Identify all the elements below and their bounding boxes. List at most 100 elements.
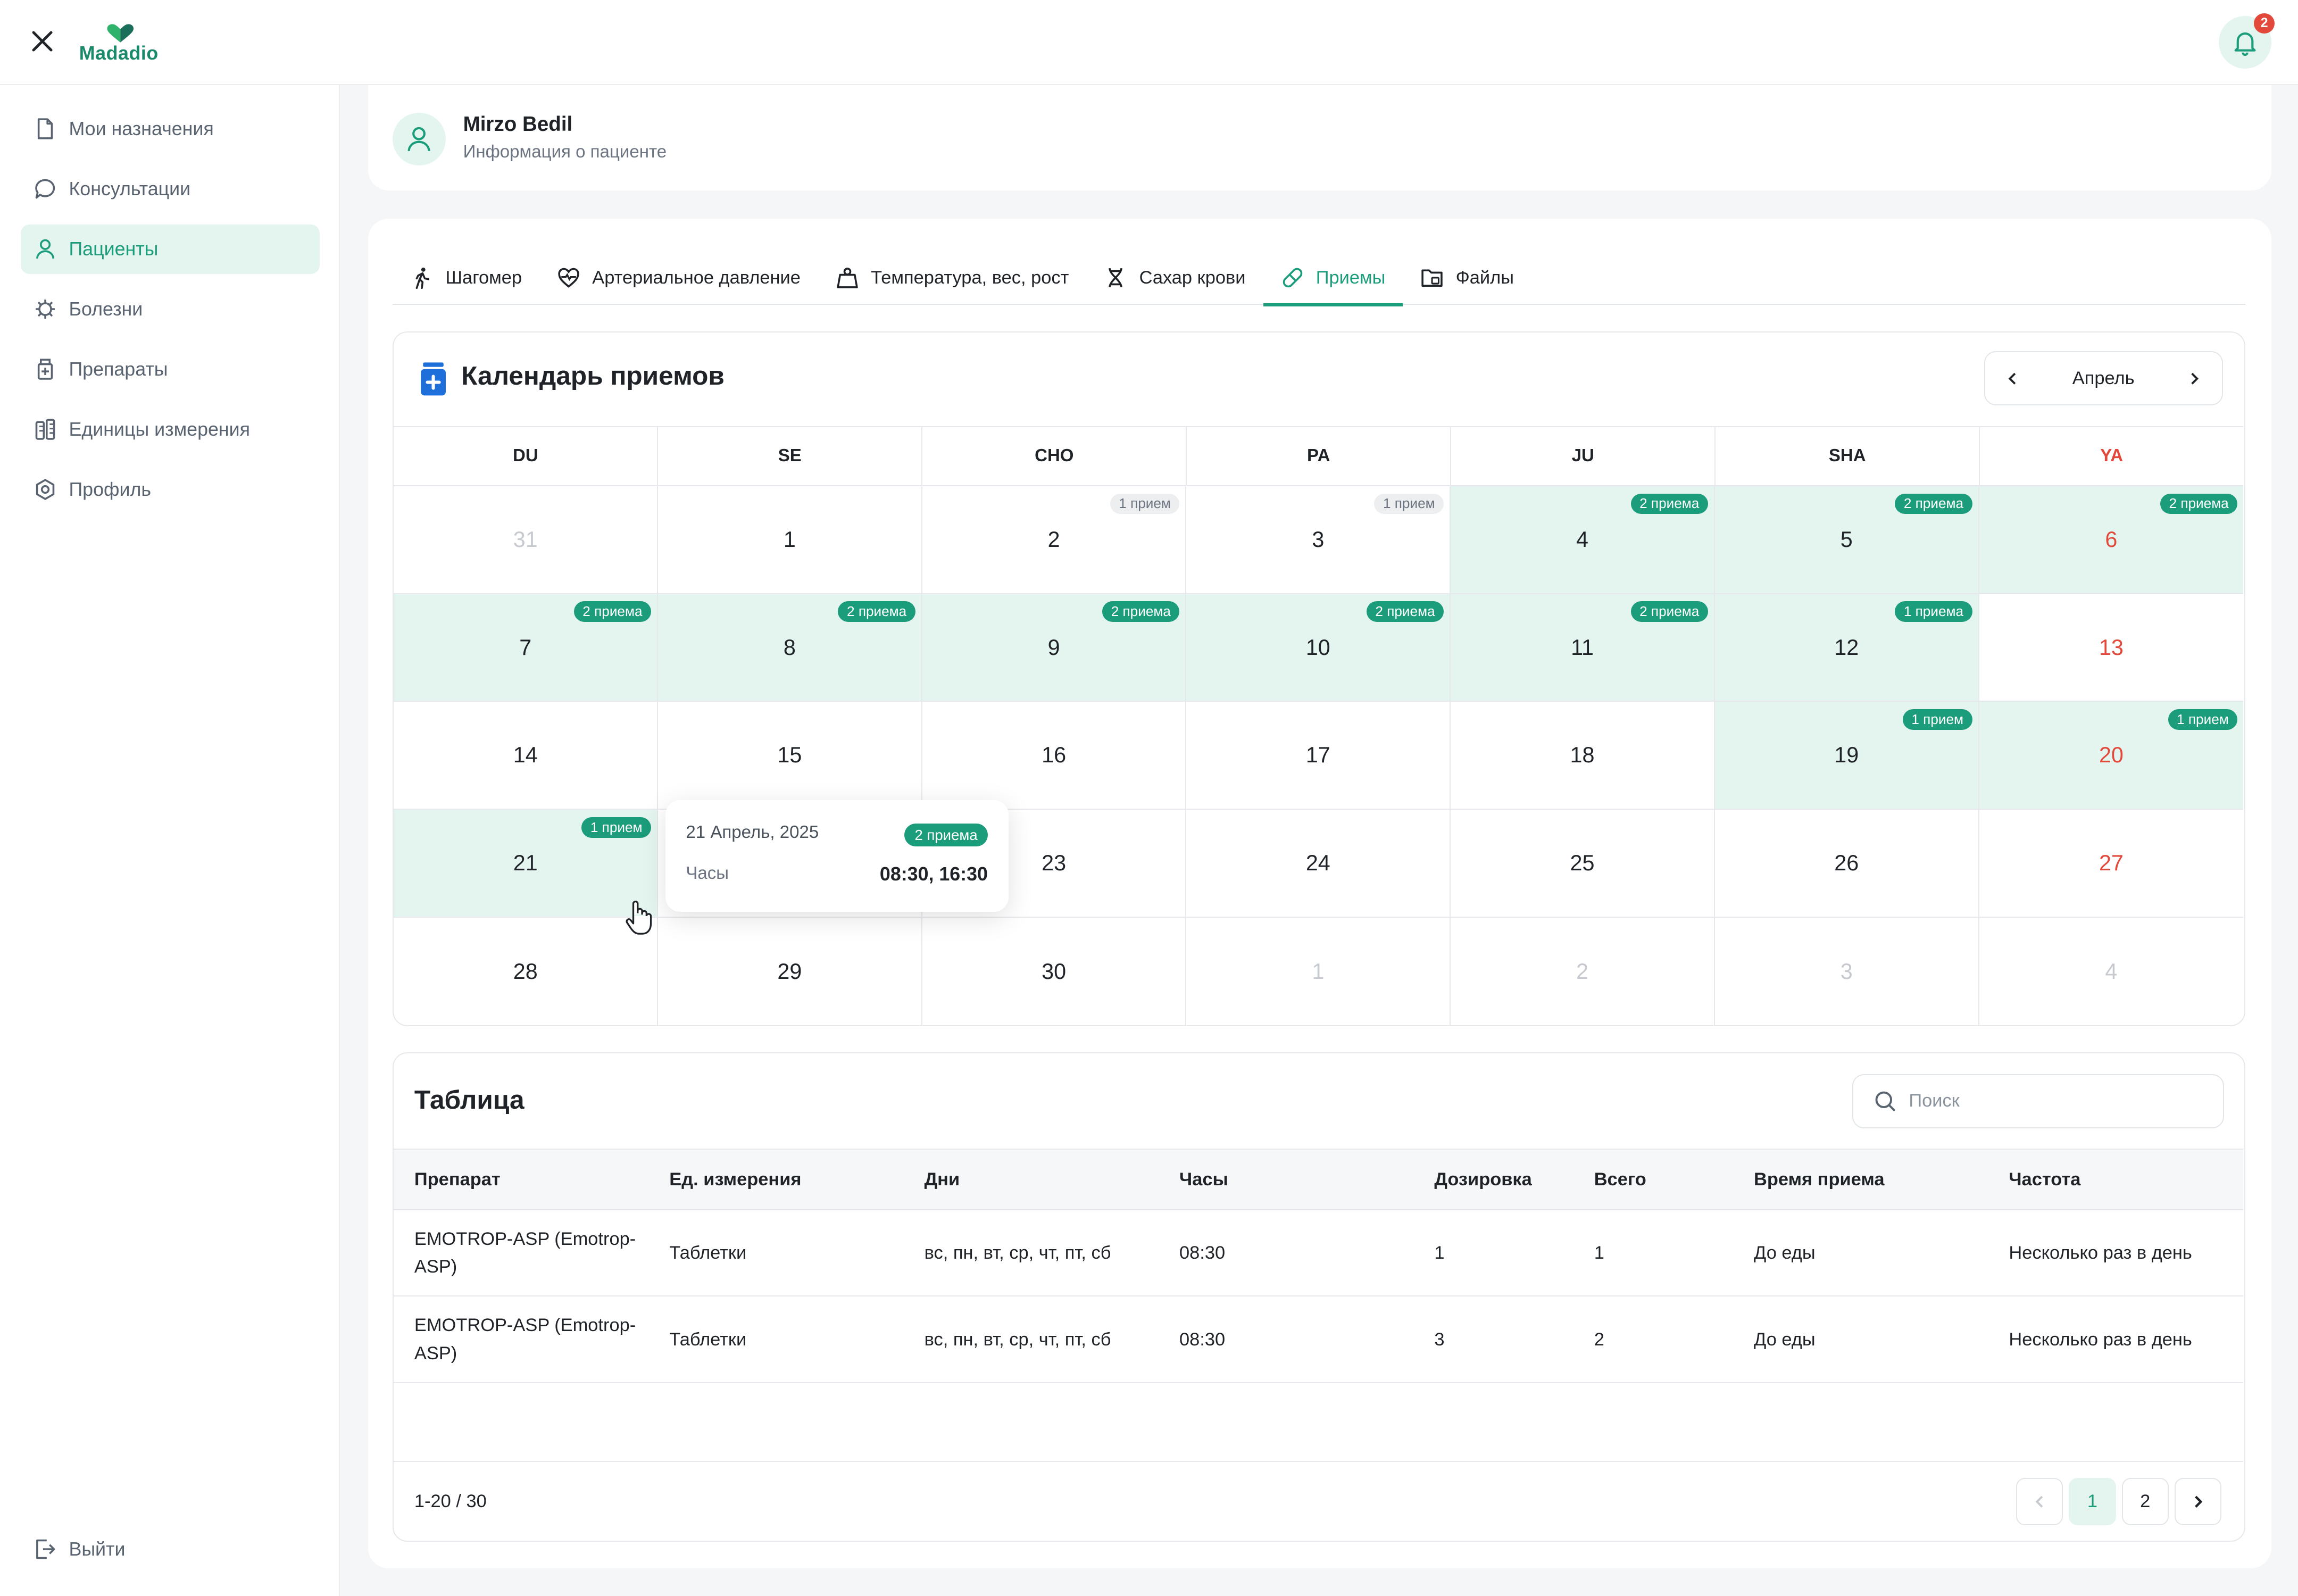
- day-number: 10: [1305, 635, 1330, 660]
- brand-logo[interactable]: Madadio: [79, 23, 159, 64]
- sidebar-item-patients[interactable]: Пациенты: [20, 224, 320, 275]
- table-row[interactable]: EMOTROP-ASP (Emotrop-ASP) Таблетки вс, п…: [394, 1210, 2244, 1297]
- tab-appointments[interactable]: Приемы: [1263, 251, 1404, 306]
- day-number: 28: [513, 959, 538, 984]
- calendar-day[interactable]: 25: [1451, 810, 1715, 918]
- calendar-day[interactable]: 10 2 приема: [1186, 594, 1451, 702]
- calendar-day[interactable]: 19 1 прием: [1714, 702, 1979, 810]
- appointment-count-badge: 2 приема: [573, 601, 652, 622]
- calendar-day[interactable]: 20 1 прием: [1979, 702, 2244, 810]
- calendar-day[interactable]: 27: [1979, 810, 2244, 918]
- calendar-day[interactable]: 13: [1979, 594, 2244, 702]
- calendar-day[interactable]: 1: [1186, 918, 1451, 1025]
- calendar-day[interactable]: 6 2 приема: [1979, 486, 2244, 594]
- calendar-day[interactable]: 28: [394, 918, 659, 1025]
- calendar-day[interactable]: 4: [1979, 918, 2244, 1025]
- tab-files[interactable]: Файлы: [1403, 251, 1531, 305]
- user-icon: [36, 239, 55, 259]
- page-button[interactable]: 2: [2121, 1478, 2169, 1525]
- calendar-day[interactable]: 3 1 прием: [1186, 486, 1451, 594]
- table-row[interactable]: EMOTROP-ASP (Emotrop-ASP) Таблетки вс, п…: [394, 1296, 2244, 1384]
- column-header[interactable]: Препарат: [414, 1169, 501, 1190]
- calendar-day[interactable]: 11 2 приема: [1451, 594, 1715, 702]
- tab-temperature-weight-height[interactable]: Температура, вес, рост: [818, 251, 1086, 305]
- medication-table-card: Таблица Препарат Ед. измерения Дни Часы …: [393, 1052, 2245, 1542]
- calendar-day[interactable]: 26: [1714, 810, 1979, 918]
- chevron-left-icon: [2035, 1495, 2043, 1508]
- calendar-day[interactable]: 7 2 приема: [394, 594, 659, 702]
- calendar-day[interactable]: 5 2 приема: [1714, 486, 1979, 594]
- calendar-day[interactable]: 8 2 приема: [658, 594, 922, 702]
- column-header[interactable]: Всего: [1594, 1169, 1646, 1190]
- appointment-count-badge: 1 прием: [581, 817, 652, 838]
- appointment-count-badge: 2 приема: [1630, 601, 1708, 622]
- calendar-day[interactable]: 2: [1451, 918, 1715, 1025]
- calendar-day[interactable]: 29: [658, 918, 922, 1025]
- tab-blood-pressure[interactable]: Артериальное давление: [539, 251, 818, 305]
- weekday-label: YA: [2100, 446, 2124, 466]
- day-number: 19: [1834, 743, 1859, 768]
- pagination: 1 2: [2016, 1478, 2221, 1525]
- medicine-jar-icon: [421, 362, 446, 396]
- column-header[interactable]: Дни: [924, 1169, 960, 1190]
- prev-month-button[interactable]: [2003, 368, 2024, 389]
- prev-page-button[interactable]: [2016, 1478, 2063, 1525]
- calendar-day[interactable]: 3: [1715, 918, 1979, 1025]
- calendar-day[interactable]: 12 1 приема: [1714, 594, 1979, 702]
- notifications-button[interactable]: 2: [2219, 13, 2275, 69]
- logout-button[interactable]: Выйти: [21, 1524, 125, 1574]
- calendar-day[interactable]: 2 1 прием: [922, 486, 1187, 594]
- tab-pedometer[interactable]: Шагомер: [393, 251, 539, 305]
- close-icon[interactable]: [28, 27, 57, 56]
- calendar-day[interactable]: 1: [658, 486, 922, 594]
- day-number: 17: [1305, 743, 1330, 768]
- weekday-label: PA: [1187, 427, 1452, 485]
- sidebar-item-my-appointments[interactable]: Мои назначения: [21, 104, 320, 154]
- calendar-day[interactable]: 14: [394, 702, 659, 810]
- tab-label: Файлы: [1455, 267, 1514, 288]
- hexagon-settings-icon: [36, 479, 55, 500]
- calendar-day[interactable]: 23: [922, 810, 1187, 918]
- sidebar-item-consultations[interactable]: Консультации: [21, 164, 320, 214]
- sidebar-item-units[interactable]: Единицы измерения: [21, 404, 320, 454]
- cell-hours: 08:30: [1179, 1243, 1226, 1264]
- column-header[interactable]: Часы: [1179, 1169, 1228, 1190]
- sidebar-item-diseases[interactable]: Болезни: [21, 284, 320, 334]
- calendar-day[interactable]: 21 1 прием: [394, 810, 659, 918]
- appointment-count-badge: 2 приема: [838, 601, 915, 622]
- calendar-day[interactable]: 30: [922, 918, 1187, 1025]
- next-month-button[interactable]: [2184, 368, 2204, 389]
- calendar-day[interactable]: 24: [1186, 810, 1451, 918]
- cell-total: 2: [1594, 1329, 1604, 1350]
- calendar-day[interactable]: 9 2 приема: [922, 594, 1187, 702]
- tab-blood-sugar[interactable]: Сахар крови: [1086, 251, 1263, 305]
- column-header[interactable]: Время приема: [1754, 1169, 1885, 1190]
- calendar-day[interactable]: 15: [658, 702, 922, 810]
- cell-intake-time: До еды: [1754, 1329, 1816, 1350]
- pill-icon: [1283, 268, 1302, 288]
- sidebar-item-medicines[interactable]: Препараты: [21, 344, 320, 394]
- calendar-day[interactable]: 17: [1186, 702, 1451, 810]
- column-header[interactable]: Дозировка: [1434, 1169, 1532, 1190]
- search-input[interactable]: [1909, 1091, 2202, 1112]
- column-header[interactable]: Частота: [2009, 1169, 2081, 1190]
- chevron-right-icon: [2191, 372, 2199, 385]
- page-button[interactable]: 1: [2069, 1478, 2116, 1525]
- day-number: 31: [513, 527, 538, 552]
- calendar-day[interactable]: 18: [1451, 702, 1715, 810]
- sidebar-item-profile[interactable]: Профиль: [21, 464, 320, 514]
- calendar-day[interactable]: 16: [922, 702, 1187, 810]
- next-page-button[interactable]: [2174, 1478, 2221, 1525]
- pagination-range: 1-20 / 30: [414, 1491, 487, 1512]
- sidebar-item-label: Пациенты: [69, 238, 159, 260]
- day-number: 27: [2099, 851, 2124, 876]
- day-number: 2: [1047, 527, 1060, 552]
- weight-icon: [837, 268, 858, 288]
- heart-pulse-icon: [558, 268, 579, 288]
- column-header[interactable]: Ед. измерения: [669, 1169, 802, 1190]
- day-number: 23: [1042, 851, 1067, 876]
- day-number: 24: [1305, 851, 1330, 876]
- calendar-day[interactable]: 31: [394, 486, 659, 594]
- calendar-day[interactable]: 4 2 приема: [1451, 486, 1715, 594]
- current-month: Апрель: [2072, 368, 2135, 388]
